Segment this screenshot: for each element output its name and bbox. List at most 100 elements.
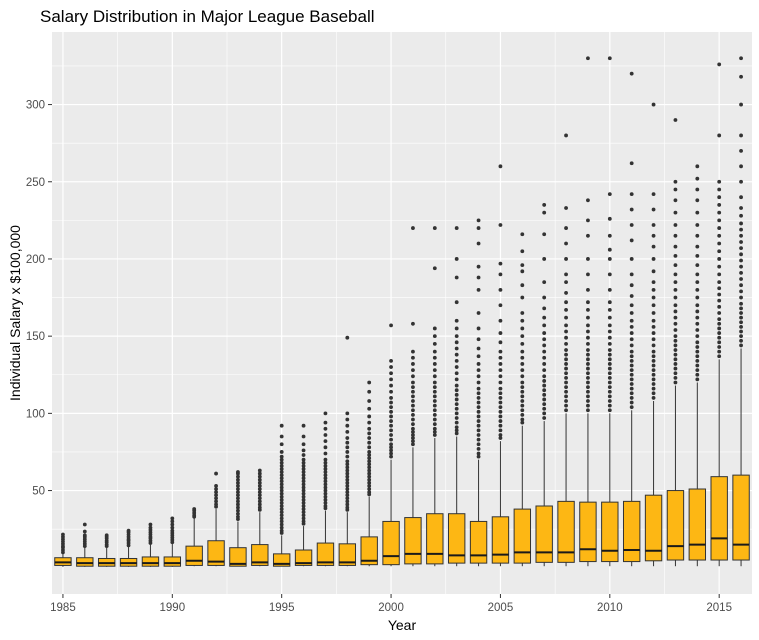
outlier-point <box>236 484 240 488</box>
outlier-point <box>323 497 328 502</box>
outlier-point <box>717 354 722 359</box>
outlier-point <box>520 399 525 403</box>
outlier-point <box>498 428 503 433</box>
minor-gridlines <box>52 32 752 594</box>
outlier-point <box>498 374 503 379</box>
box-body <box>601 501 619 563</box>
outlier-point <box>629 207 634 212</box>
outlier-point <box>629 354 634 359</box>
outlier-point <box>673 375 678 380</box>
outlier-point <box>279 470 284 474</box>
box-2006 <box>513 232 532 567</box>
outlier-point <box>257 480 262 485</box>
outlier-point <box>389 396 393 400</box>
outlier-point <box>411 355 415 360</box>
outlier-point <box>629 337 634 342</box>
box-body <box>535 505 553 563</box>
outlier-point <box>564 341 568 346</box>
outlier-point <box>629 372 634 377</box>
outlier-point <box>411 439 415 444</box>
box-1993 <box>229 470 247 567</box>
outlier-point <box>542 379 547 383</box>
outlier-point <box>367 380 372 385</box>
outlier-point <box>279 516 284 521</box>
outlier-point <box>236 505 240 510</box>
outlier-point <box>586 366 590 371</box>
outlier-point <box>586 352 590 357</box>
outlier-point <box>367 480 372 485</box>
outlier-point <box>257 471 262 476</box>
outlier-point <box>717 286 722 291</box>
outlier-point <box>411 417 415 422</box>
box-2011 <box>622 71 641 567</box>
outlier-point <box>236 514 240 519</box>
outlier-point <box>389 442 393 447</box>
outlier-point <box>279 434 284 439</box>
outlier-point <box>520 380 525 385</box>
outlier-point <box>257 496 262 501</box>
outlier-point <box>411 368 415 373</box>
outlier-point <box>257 499 262 504</box>
outlier-point <box>454 346 459 351</box>
outlier-point <box>279 522 284 527</box>
outlier-point <box>476 346 481 351</box>
outlier-point <box>301 476 306 481</box>
outlier-point <box>629 405 634 410</box>
outlier-point <box>673 338 678 343</box>
outlier-point <box>498 436 503 440</box>
outlier-point <box>607 257 612 261</box>
outlier-point <box>323 485 328 490</box>
outlier-point <box>345 465 350 470</box>
outlier-point <box>279 457 284 462</box>
outlier-point <box>564 357 568 362</box>
box-1991 <box>185 507 203 567</box>
outlier-point <box>717 187 722 192</box>
box-body <box>404 517 422 565</box>
box-body <box>294 549 313 566</box>
outlier-point <box>279 467 284 471</box>
outlier-point <box>542 411 547 416</box>
outlier-point <box>520 408 525 413</box>
outlier-point <box>454 411 459 416</box>
outlier-point <box>673 357 678 362</box>
outlier-point <box>586 56 590 61</box>
outlier-point <box>432 326 437 331</box>
box-1985 <box>54 532 72 567</box>
outlier-point <box>301 434 306 439</box>
outlier-point <box>323 445 328 450</box>
outlier-point <box>629 400 634 405</box>
outlier-point <box>695 349 700 354</box>
outlier-point <box>323 491 328 496</box>
outlier-point <box>345 505 350 510</box>
outlier-point <box>607 362 612 366</box>
box-body <box>666 490 685 561</box>
outlier-point <box>651 223 656 227</box>
box-body <box>426 513 444 565</box>
outlier-point <box>389 445 393 450</box>
outlier-point <box>126 528 131 533</box>
outlier-point <box>542 337 547 342</box>
outlier-point <box>564 399 568 403</box>
outlier-point <box>717 292 722 297</box>
y-tick-label: 200 <box>26 254 45 266</box>
outlier-point <box>717 349 722 354</box>
outlier-point <box>236 511 240 516</box>
outlier-point <box>82 533 87 538</box>
outlier-point <box>476 409 481 414</box>
outlier-point <box>236 487 240 491</box>
outlier-point <box>673 295 678 300</box>
outlier-point <box>717 272 722 277</box>
outlier-point <box>607 335 612 340</box>
outlier-point <box>367 474 372 479</box>
outlier-point <box>695 328 700 332</box>
outlier-point <box>476 311 481 315</box>
outlier-point <box>367 465 372 470</box>
outlier-point <box>695 295 700 300</box>
outlier-point <box>673 380 678 385</box>
box-1999 <box>360 380 378 567</box>
outlier-point <box>651 269 656 274</box>
outlier-point <box>651 244 656 249</box>
box-body <box>513 508 532 564</box>
outlier-point <box>476 433 481 437</box>
